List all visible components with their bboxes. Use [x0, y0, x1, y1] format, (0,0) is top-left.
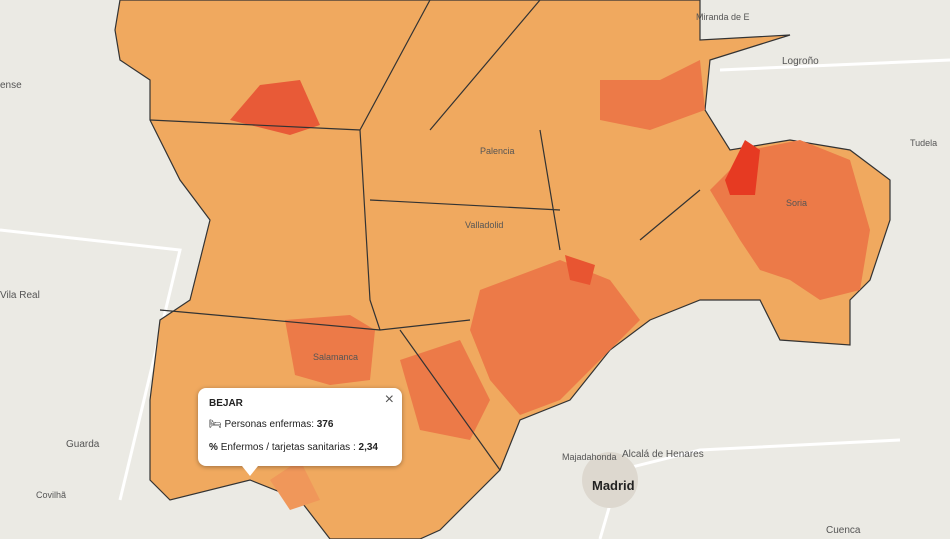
region-high: [470, 260, 640, 415]
popup-tail: [242, 466, 258, 476]
province-border: [149, 0, 701, 471]
region-high: [285, 315, 375, 385]
place-label: Cuenca: [826, 525, 861, 536]
road: [719, 58, 950, 72]
region-high: [600, 60, 705, 130]
urban-area: [582, 452, 638, 508]
place-label: Salamanca: [313, 352, 358, 362]
region-highest: [725, 140, 760, 195]
place-label: Tudela: [910, 138, 937, 148]
place-label: Soria: [786, 198, 807, 208]
road: [0, 228, 182, 501]
place-label: Alcalá de Henares: [622, 449, 704, 460]
place-label: Miranda de E: [696, 12, 750, 22]
popup: BEJAR 🛏 Personas enfermas: 376 % Enfermo…: [198, 388, 402, 476]
place-label: Madrid: [592, 478, 635, 493]
region-mid: [270, 460, 320, 510]
region-highest: [230, 80, 320, 135]
region-high: [400, 340, 490, 440]
place-label: Palencia: [480, 146, 515, 156]
region-highest: [565, 255, 595, 285]
close-button[interactable]: ×: [384, 391, 394, 408]
row-label: Enfermos / tarjetas sanitarias :: [220, 442, 359, 453]
row-label: Personas enfermas:: [224, 419, 317, 430]
place-label: Logroño: [782, 56, 819, 67]
popup-row: 🛏 Personas enfermas: 376: [209, 419, 334, 430]
popup-title: BEJAR: [209, 398, 243, 409]
row-value: 376: [316, 419, 334, 430]
place-label: Valladolid: [465, 220, 503, 230]
place-label: Majadahonda: [562, 452, 617, 462]
place-label: Covilhã: [36, 490, 66, 500]
place-label: ense: [0, 80, 22, 91]
popup-row: % Enfermos / tarjetas sanitarias : 2,34: [209, 442, 378, 453]
place-label: Guarda: [66, 439, 100, 450]
place-label: Vila Real: [0, 290, 40, 301]
row-value: 2,34: [358, 442, 378, 453]
